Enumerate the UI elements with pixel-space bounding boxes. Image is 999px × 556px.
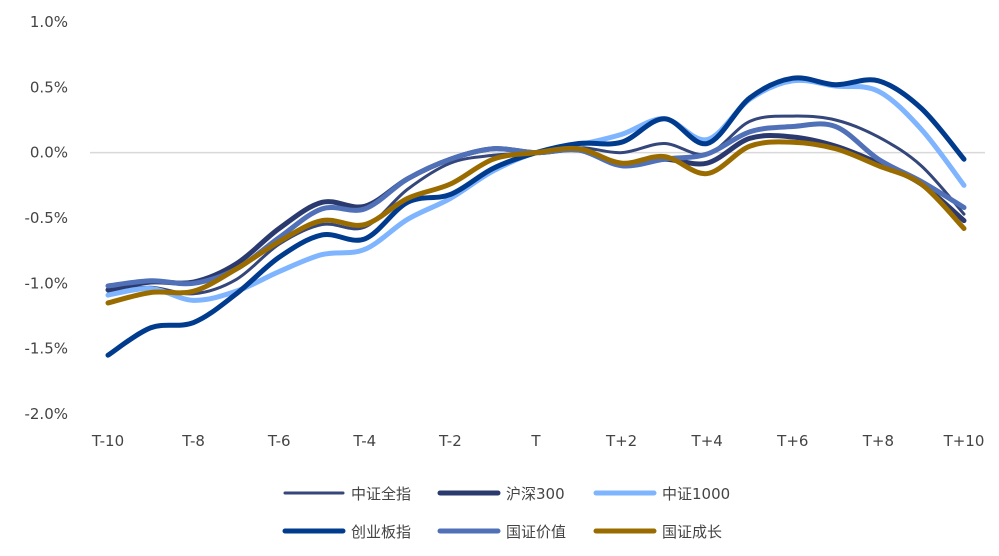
y-tick-label: 0.5% xyxy=(30,78,68,96)
y-tick-label: -1.0% xyxy=(24,274,68,292)
x-axis: T-10 T-8 T-6 T-4 T-2 T T+2 T+4 T+6 T+8 T+10 xyxy=(91,432,985,450)
legend: 中证全指 沪深300 中证1000 创业板指 国证价值 国证成长 xyxy=(282,485,730,541)
y-tick-label: -2.0% xyxy=(24,405,68,423)
x-tick-label: T+6 xyxy=(776,432,808,450)
x-tick-label: T+10 xyxy=(943,432,985,450)
series-lines xyxy=(105,75,967,358)
legend-label: 国证价值 xyxy=(506,523,566,541)
x-tick-label: T-8 xyxy=(181,432,205,450)
legend-label: 中证1000 xyxy=(662,485,730,503)
x-tick-label: T-6 xyxy=(267,432,291,450)
y-tick-label: -1.5% xyxy=(24,340,68,358)
x-tick-label: T xyxy=(530,432,541,450)
x-tick-label: T+2 xyxy=(605,432,637,450)
x-tick-label: T-10 xyxy=(91,432,124,450)
legend-label: 创业板指 xyxy=(351,523,411,541)
y-tick-label: 1.0% xyxy=(30,13,68,31)
x-tick-label: T-2 xyxy=(438,432,462,450)
y-tick-label: 0.0% xyxy=(30,144,68,162)
x-tick-label: T+4 xyxy=(691,432,723,450)
legend-label: 中证全指 xyxy=(351,485,411,503)
y-axis: 1.0% 0.5% 0.0% -0.5% -1.0% -1.5% -2.0% xyxy=(24,13,985,423)
legend-label: 沪深300 xyxy=(506,485,565,503)
x-tick-label: T+8 xyxy=(862,432,894,450)
legend-label: 国证成长 xyxy=(662,523,722,541)
y-tick-label: -0.5% xyxy=(24,209,68,227)
series-line-6 xyxy=(105,139,967,306)
x-tick-label: T-4 xyxy=(352,432,376,450)
